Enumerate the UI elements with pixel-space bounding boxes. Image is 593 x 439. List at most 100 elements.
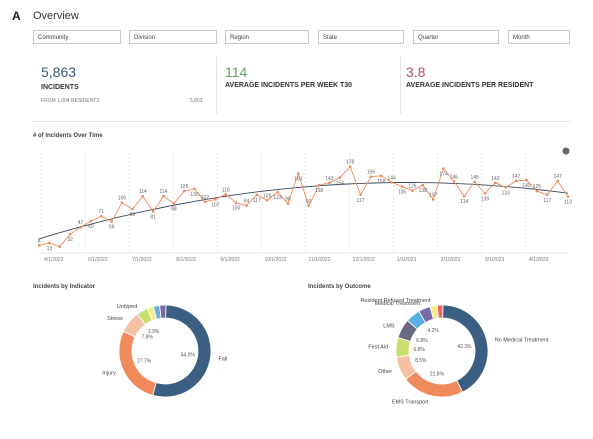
data-point[interactable]: [494, 181, 497, 185]
data-point[interactable]: [369, 175, 373, 179]
data-point[interactable]: [214, 198, 217, 201]
outcome-donut-chart: 42.3% No Medical Treatment 21.8% EMS Transp…: [360, 298, 549, 406]
data-label: 98: [171, 207, 177, 213]
data-point[interactable]: [338, 176, 342, 179]
data-point[interactable]: [556, 179, 559, 183]
slice-value-label: 27.7%: [137, 359, 152, 365]
data-point[interactable]: [131, 207, 134, 211]
filter-division[interactable]: Division: [129, 30, 217, 44]
data-point[interactable]: [379, 174, 383, 178]
slice-category-label: Stress: [107, 316, 123, 322]
slice-value-label: 7.8%: [142, 334, 154, 340]
data-point[interactable]: [348, 165, 352, 168]
data-point[interactable]: [255, 193, 259, 197]
slice-value-label: 54.0%: [181, 352, 196, 358]
filter-month[interactable]: Month: [508, 30, 570, 44]
data-label: 149: [522, 183, 531, 189]
data-point[interactable]: [265, 199, 269, 202]
more-icon[interactable]: [562, 147, 570, 155]
data-point[interactable]: [245, 204, 248, 207]
slice-category-label: Untyped: [117, 304, 138, 310]
data-point[interactable]: [514, 179, 518, 183]
data-point[interactable]: [58, 245, 62, 248]
pie-slice[interactable]: [152, 304, 212, 398]
data-point[interactable]: [79, 225, 82, 229]
data-point[interactable]: [48, 241, 51, 245]
data-point[interactable]: [120, 201, 124, 204]
data-point[interactable]: [473, 180, 476, 184]
data-label: 117: [543, 198, 551, 204]
data-point[interactable]: [286, 202, 290, 205]
data-point[interactable]: [141, 194, 145, 198]
data-point[interactable]: [525, 178, 528, 182]
data-label: 100: [118, 196, 127, 202]
data-label: 86: [130, 212, 136, 218]
x-tick-label: 1/1/2023: [397, 257, 417, 263]
data-label: 135: [398, 189, 407, 195]
data-label: 102: [201, 195, 210, 201]
data-point[interactable]: [462, 194, 466, 198]
data-point[interactable]: [452, 180, 456, 183]
data-label: 32: [67, 237, 73, 243]
x-tick-label: 9/1/2022: [220, 257, 240, 263]
x-tick-label: 12/1/2022: [353, 257, 375, 263]
data-point[interactable]: [182, 189, 186, 193]
data-label: 107: [429, 192, 438, 198]
data-point[interactable]: [545, 193, 549, 197]
data-label: 60: [88, 224, 94, 230]
data-point[interactable]: [442, 167, 445, 170]
data-point[interactable]: [224, 193, 228, 196]
data-label: 154: [336, 181, 345, 187]
data-point[interactable]: [359, 193, 362, 197]
data-point[interactable]: [535, 189, 539, 193]
pie-slice[interactable]: [159, 304, 167, 319]
kpi-divider: [216, 56, 217, 114]
data-point[interactable]: [431, 198, 435, 201]
data-point[interactable]: [68, 232, 72, 236]
data-point[interactable]: [411, 189, 414, 192]
data-point[interactable]: [297, 172, 300, 175]
data-point[interactable]: [504, 186, 508, 189]
slice-value-label: 8.5%: [415, 358, 427, 364]
data-point[interactable]: [162, 194, 165, 198]
data-label: 94: [244, 198, 250, 204]
data-point[interactable]: [99, 214, 103, 218]
data-point[interactable]: [317, 183, 321, 187]
data-point[interactable]: [276, 190, 279, 194]
filter-community[interactable]: Community: [33, 30, 121, 44]
x-tick-label: 8/1/2022: [176, 257, 196, 263]
filter-state[interactable]: State: [318, 30, 404, 44]
filter-quarter[interactable]: Quarter: [413, 30, 499, 44]
data-point[interactable]: [390, 181, 393, 184]
data-label: 125: [180, 184, 189, 190]
data-point[interactable]: [328, 181, 331, 185]
data-point[interactable]: [203, 200, 207, 204]
pie-slice[interactable]: [436, 304, 444, 319]
data-label: 123: [273, 195, 282, 201]
data-point[interactable]: [151, 210, 155, 213]
data-point[interactable]: [483, 192, 487, 195]
data-point[interactable]: [566, 195, 570, 198]
x-tick-label: 6/1/2022: [88, 257, 108, 263]
data-label: 125: [533, 184, 542, 190]
data-point[interactable]: [234, 201, 238, 204]
data-label: 156: [367, 170, 376, 176]
filter-region[interactable]: Region: [225, 30, 309, 44]
kpi-weekly-value: 114: [225, 64, 248, 80]
data-label: 158: [377, 179, 386, 185]
data-point[interactable]: [400, 185, 404, 188]
data-label: 114: [139, 189, 147, 195]
data-point[interactable]: [172, 202, 176, 205]
data-point[interactable]: [37, 243, 41, 247]
data-point[interactable]: [193, 187, 196, 191]
indicator-chart-title: Incidents by Indicator: [33, 284, 96, 290]
slice-category-label: Other: [378, 369, 392, 375]
data-point[interactable]: [421, 183, 425, 187]
kpi-divider: [400, 56, 401, 114]
data-point[interactable]: [89, 219, 93, 223]
slice-value-label: 6.8%: [413, 347, 425, 353]
data-point[interactable]: [307, 204, 310, 208]
data-label: 138: [419, 188, 428, 194]
data-label: 107: [211, 202, 220, 208]
data-point[interactable]: [110, 220, 113, 223]
